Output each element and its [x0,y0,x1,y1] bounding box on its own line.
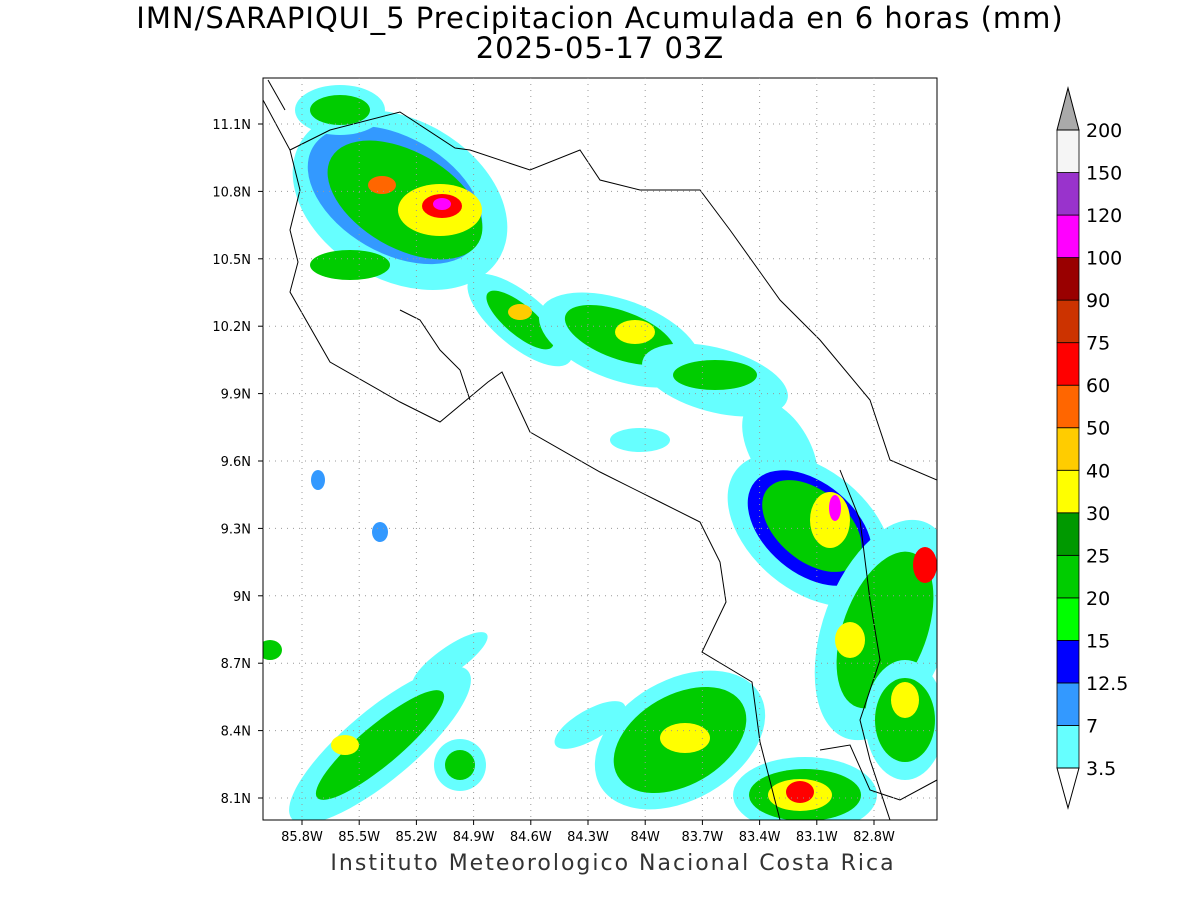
precip-area [372,522,388,542]
precip-area [554,701,626,749]
colorbar-label: 60 [1086,375,1110,397]
colorbar-segment [1056,554,1080,599]
precip-area [829,495,841,521]
colorbar-label: 40 [1086,460,1110,482]
colorbar-label: 75 [1086,333,1110,355]
colorbar-segment [1056,342,1080,386]
lat-label: 9.6N [221,455,251,470]
colorbar-segment [1056,129,1080,173]
colorbar-segment [1056,469,1080,514]
precip-area [913,547,937,583]
colorbar-label: 100 [1086,248,1122,270]
lat-label: 8.4N [221,725,251,740]
lat-label: 9N [233,590,251,605]
colorbar-segment [1056,682,1080,726]
colorbar-segment [1056,597,1080,641]
colorbar-segment [1056,640,1080,684]
precip-area [673,360,757,390]
lake-shore [267,79,286,111]
precip-area [368,176,396,194]
coastlines [263,79,937,820]
lon-label: 85.8W [281,830,323,845]
precip-area [615,320,655,344]
lat-label: 10.2N [212,320,251,335]
precip-area [810,492,850,548]
precip-area [610,428,670,452]
lon-label: 83.1W [796,830,838,845]
burica-coast [819,744,937,801]
precip-area [891,682,919,718]
lat-label: 10.8N [212,185,251,200]
precip-area [786,781,814,803]
precip-area [315,690,445,800]
colorbar-label: 7 [1086,715,1098,737]
colorbar-segment [1056,512,1080,556]
precip-area [445,750,475,780]
caribbean-coast [289,111,937,481]
colorbar-under [1056,767,1080,810]
colorbar-label: 120 [1086,205,1122,227]
precip-area [433,198,451,210]
colorbar-label: 25 [1086,545,1110,567]
precip-area [835,622,865,658]
colorbar-label: 12.5 [1086,673,1128,695]
gulf-coast [399,309,471,401]
precip-field [263,85,937,820]
lat-label: 8.1N [221,792,251,807]
lon-label: 85.5W [338,830,380,845]
lat-label: 11.1N [212,118,251,133]
colorbar-label: 90 [1086,290,1110,312]
lon-label: 84W [630,830,660,845]
colorbar-label: 15 [1086,630,1110,652]
colorbar-label: 3.5 [1086,758,1116,780]
colorbar-segment [1056,299,1080,344]
lat-label: 8.7N [221,657,251,672]
lat-label: 10.5N [212,253,251,268]
colorbar-segment [1056,384,1080,429]
colorbar-label: 20 [1086,588,1110,610]
precip-area [508,304,532,320]
precip-area [310,95,370,125]
precip-area [660,723,710,753]
colorbar-segment [1056,725,1080,769]
precip-area [412,632,488,688]
lon-label: 84.9W [453,830,495,845]
pacific-coast [263,99,781,820]
map-frame [262,77,938,821]
colorbar-segment [1056,427,1080,471]
lon-label: 84.3W [567,830,609,845]
colorbar-segment [1056,214,1080,258]
precip-area [331,735,359,755]
subtitle: 2025-05-17 03Z [476,31,725,65]
colorbar-segment [1056,172,1080,216]
colorbar-label: 50 [1086,418,1110,440]
lat-label: 9.3N [221,522,251,537]
colorbar-label: 150 [1086,163,1122,185]
colorbar-label: 200 [1086,120,1122,142]
lon-label: 82.8W [853,830,895,845]
precip-area [875,678,935,762]
colorbar-label: 30 [1086,503,1110,525]
panama-border [839,469,891,820]
colorbar-segment [1056,257,1080,301]
precip-area [311,470,325,490]
lat-label: 9.9N [221,388,251,403]
colorbar-over [1056,86,1080,131]
lon-label: 85.2W [395,830,437,845]
precip-area [310,250,390,280]
title: IMN/SARAPIQUI_5 Precipitacion Acumulada … [136,1,1063,35]
footer: Instituto Meteorologico Nacional Costa R… [330,851,895,876]
precip-area [263,640,282,660]
lon-label: 84.6W [510,830,552,845]
lon-label: 83.7W [681,830,723,845]
lon-label: 83.4W [739,830,781,845]
